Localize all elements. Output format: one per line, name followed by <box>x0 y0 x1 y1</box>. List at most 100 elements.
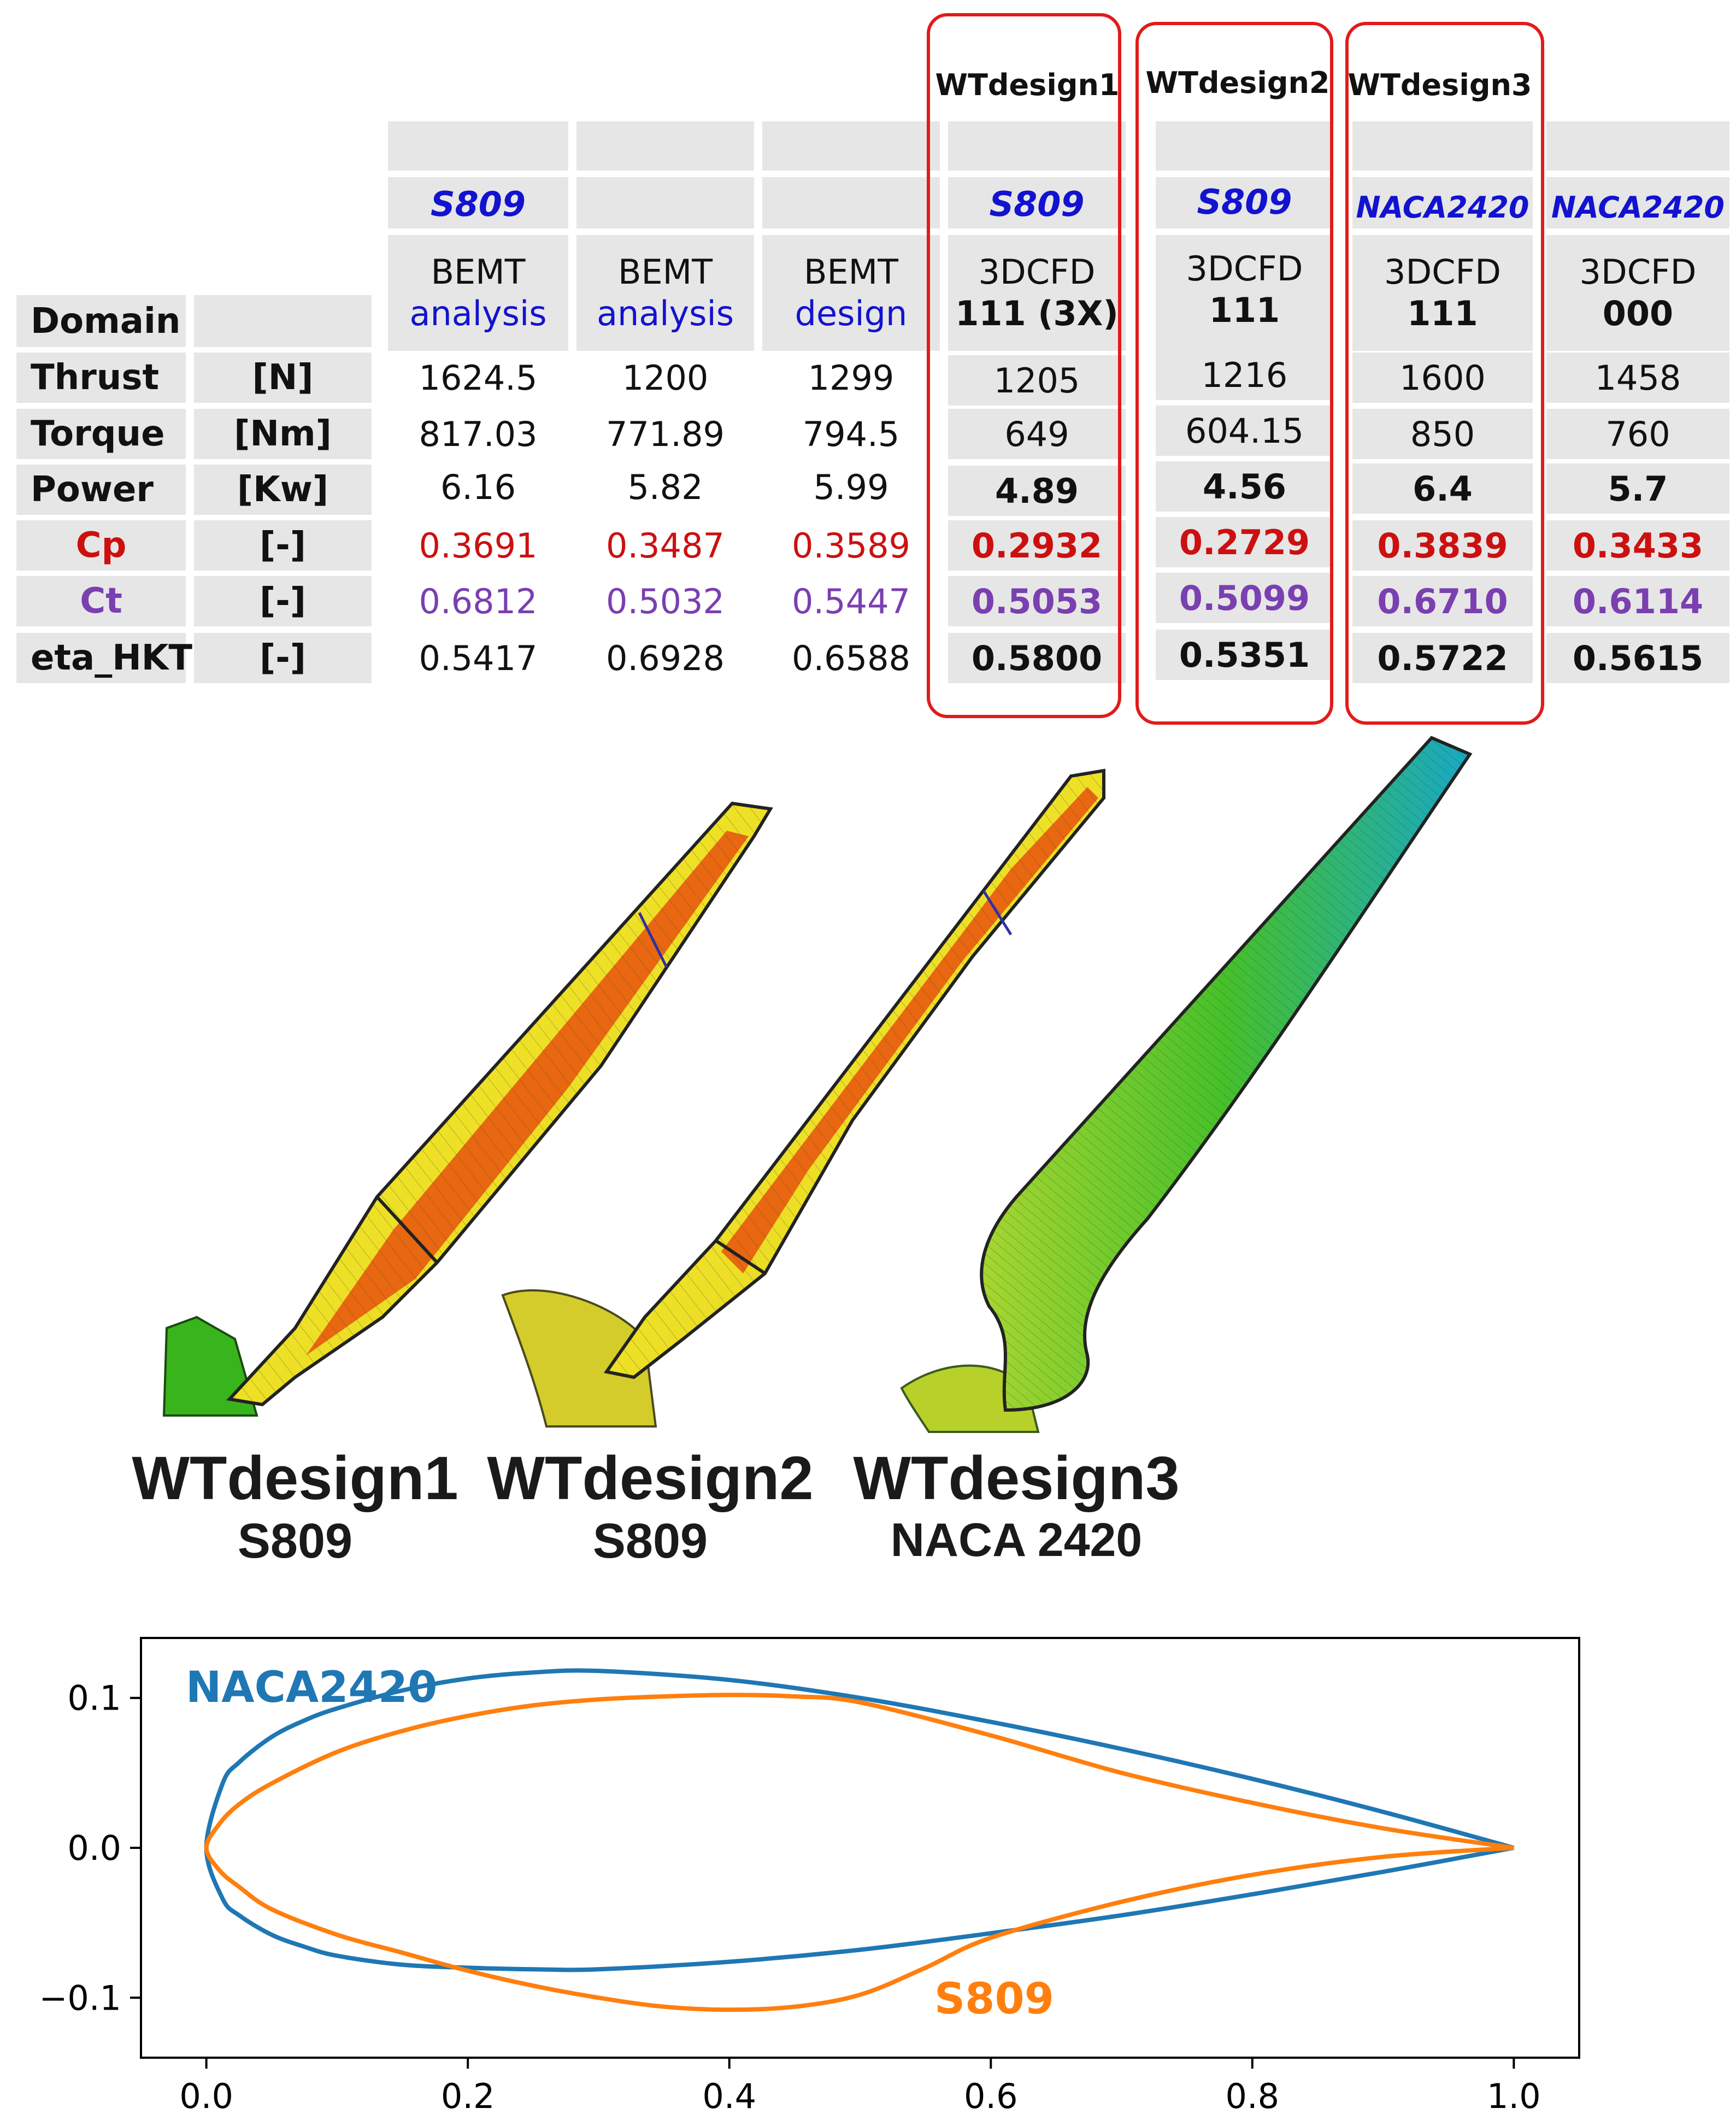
highlight-box-wtdesign2 <box>1135 22 1333 725</box>
table-cell: 0.2932 <box>948 520 1126 571</box>
col4-header: 3DCFD 111 (3X) <box>948 238 1126 348</box>
col5-variant: 111 <box>1209 290 1280 330</box>
row-label-thrust: Thrust <box>16 353 186 403</box>
col2-variant: analysis <box>596 293 734 333</box>
table-cell: 1299 <box>808 357 895 398</box>
blade-wtdesign3 <box>900 736 1473 1433</box>
table-cell: 0.3487 <box>606 525 725 566</box>
table-cell: 0.5053 <box>948 576 1126 626</box>
x-tick-label: 0.0 <box>179 2076 233 2116</box>
row-label-cp: Cp <box>16 520 186 571</box>
header-bg <box>762 121 940 351</box>
header-bg <box>1352 121 1533 351</box>
blade-caption-1-airfoil: S809 <box>237 1514 353 1569</box>
col3-variant: design <box>795 293 908 333</box>
table-cell: 649 <box>948 409 1126 459</box>
header-bg <box>948 121 1126 351</box>
table-cell: 604.15 <box>1156 406 1333 456</box>
col6-airfoil: NACA2420 <box>1356 190 1529 225</box>
table-cell: 0.6710 <box>1352 576 1533 626</box>
table-cell: 0.3691 <box>419 525 538 566</box>
blade-caption-3-airfoil: NACA 2420 <box>890 1514 1143 1566</box>
x-tick-label: 0.6 <box>964 2076 1018 2116</box>
row-label-power: Power <box>16 465 186 515</box>
y-tick-label: 0.0 <box>67 1828 121 1868</box>
table-cell: 4.89 <box>948 466 1126 516</box>
domain-label: Domain <box>16 295 186 347</box>
row-label-ct: Ct <box>16 576 186 626</box>
row-unit-thrust: [N] <box>194 353 372 403</box>
col7-header: 3DCFD 000 <box>1546 238 1729 348</box>
table-cell: 0.5447 <box>792 581 910 621</box>
table-cell: 6.4 <box>1352 463 1533 514</box>
table-cell: 0.6812 <box>419 581 538 621</box>
blade-caption-1-title: WTdesign1 <box>132 1444 458 1512</box>
series-line-naca2420 <box>204 1668 1515 1972</box>
series-line-s809 <box>204 1693 1514 2012</box>
col7-variant: 000 <box>1602 293 1674 333</box>
col4-method: 3DCFD <box>978 252 1096 292</box>
highlight-box-wtdesign1 <box>927 13 1121 718</box>
table-cell: 0.2729 <box>1156 517 1333 567</box>
header-separator <box>382 228 1736 235</box>
col1-variant: analysis <box>409 293 547 333</box>
header-separator <box>382 171 1736 177</box>
design-title-3: WTdesign3 <box>1347 67 1532 102</box>
blade-caption-3: WTdesign3 NACA 2420 <box>852 1443 1180 1567</box>
col6-variant: 111 <box>1407 293 1478 333</box>
row-unit-eta: [-] <box>194 633 372 683</box>
table-cell: 1216 <box>1156 350 1333 400</box>
table-cell: 0.5099 <box>1156 573 1333 623</box>
table-cell: 1600 <box>1352 353 1533 403</box>
table-cell: 0.6588 <box>792 638 910 678</box>
table-cell: 5.82 <box>627 467 703 507</box>
highlight-box-wtdesign3 <box>1345 22 1544 725</box>
table-cell: 0.5032 <box>606 581 725 621</box>
table-cell: 0.5800 <box>948 633 1126 683</box>
col1-airfoil: S809 <box>430 184 526 224</box>
row-unit-power: [Kw] <box>194 465 372 515</box>
table-cell: 817.03 <box>419 414 538 454</box>
table-cell: 0.5615 <box>1546 633 1729 683</box>
design-title-1: WTdesign1 <box>935 67 1120 102</box>
table-cell: 0.5722 <box>1352 633 1533 683</box>
x-tick-label: 0.4 <box>702 2076 756 2116</box>
col5-airfoil: S809 <box>1197 181 1292 222</box>
blade-wtdesign2 <box>501 768 1105 1428</box>
blade1-hub <box>162 1316 258 1417</box>
x-tick-label: 1.0 <box>1487 2076 1541 2116</box>
table-cell: 1624.5 <box>419 357 538 398</box>
col7-airfoil: NACA2420 <box>1551 190 1725 225</box>
design-title-2: WTdesign2 <box>1145 65 1330 100</box>
table-cell: 771.89 <box>606 414 725 454</box>
table-cell: 0.5417 <box>419 638 538 678</box>
series-lines <box>204 1668 1515 2012</box>
blade-caption-2-airfoil: S809 <box>592 1514 708 1569</box>
table-cell: 5.99 <box>813 467 889 507</box>
col4-airfoil: S809 <box>989 184 1085 224</box>
label-naca2420: NACA2420 <box>186 1663 437 1712</box>
table-cell: 0.6928 <box>606 638 725 678</box>
header-bg <box>576 121 754 351</box>
label-s809: S809 <box>934 1975 1054 2024</box>
table-cell: 0.3589 <box>792 525 910 566</box>
row-label-torque: Torque <box>16 409 186 459</box>
x-tick-label: 0.2 <box>441 2076 495 2116</box>
x-tick-label: 0.8 <box>1226 2076 1280 2116</box>
table-cell: 0.5351 <box>1156 630 1333 680</box>
table-cell: 1205 <box>948 355 1126 406</box>
col6-method: 3DCFD <box>1384 252 1501 292</box>
col4-variant: 111 (3X) <box>955 293 1119 333</box>
row-unit-torque: [Nm] <box>194 409 372 459</box>
table-cell: 760 <box>1546 409 1729 459</box>
header-bg <box>1156 121 1333 351</box>
col1-method: BEMT <box>431 252 526 292</box>
blade-caption-1: WTdesign1 S809 <box>131 1443 459 1570</box>
col5-header: 3DCFD 111 <box>1156 235 1333 344</box>
table-cell: 0.3839 <box>1352 520 1533 571</box>
table-cell: 850 <box>1352 409 1533 459</box>
table-cell: 4.56 <box>1156 461 1333 512</box>
row-unit-ct: [-] <box>194 576 372 626</box>
table-cell: 1458 <box>1546 353 1729 403</box>
row-unit-cp: [-] <box>194 520 372 571</box>
